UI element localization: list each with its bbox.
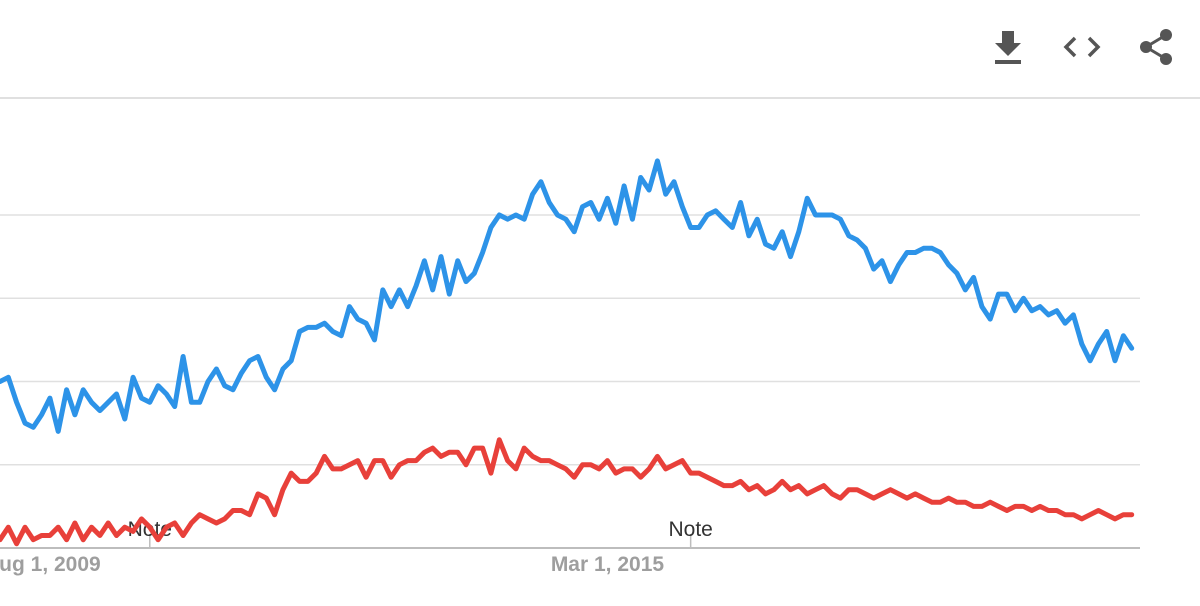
series-line-1[interactable] [0, 158, 1135, 434]
x-tick-label: Mar 1, 2015 [551, 553, 665, 576]
download-icon [995, 31, 1021, 64]
download-button[interactable] [988, 22, 1028, 72]
series-line-2[interactable] [0, 437, 1135, 547]
embed-code-icon [1063, 36, 1101, 58]
x-tick-label: ug 1, 2009 [0, 553, 101, 576]
chart-toolbar [988, 22, 1176, 72]
header-divider [0, 97, 1200, 99]
share-icon [1140, 29, 1172, 65]
share-button[interactable] [1136, 22, 1176, 72]
embed-code-button[interactable] [1062, 22, 1102, 72]
annotation-label[interactable]: Note [668, 518, 712, 541]
